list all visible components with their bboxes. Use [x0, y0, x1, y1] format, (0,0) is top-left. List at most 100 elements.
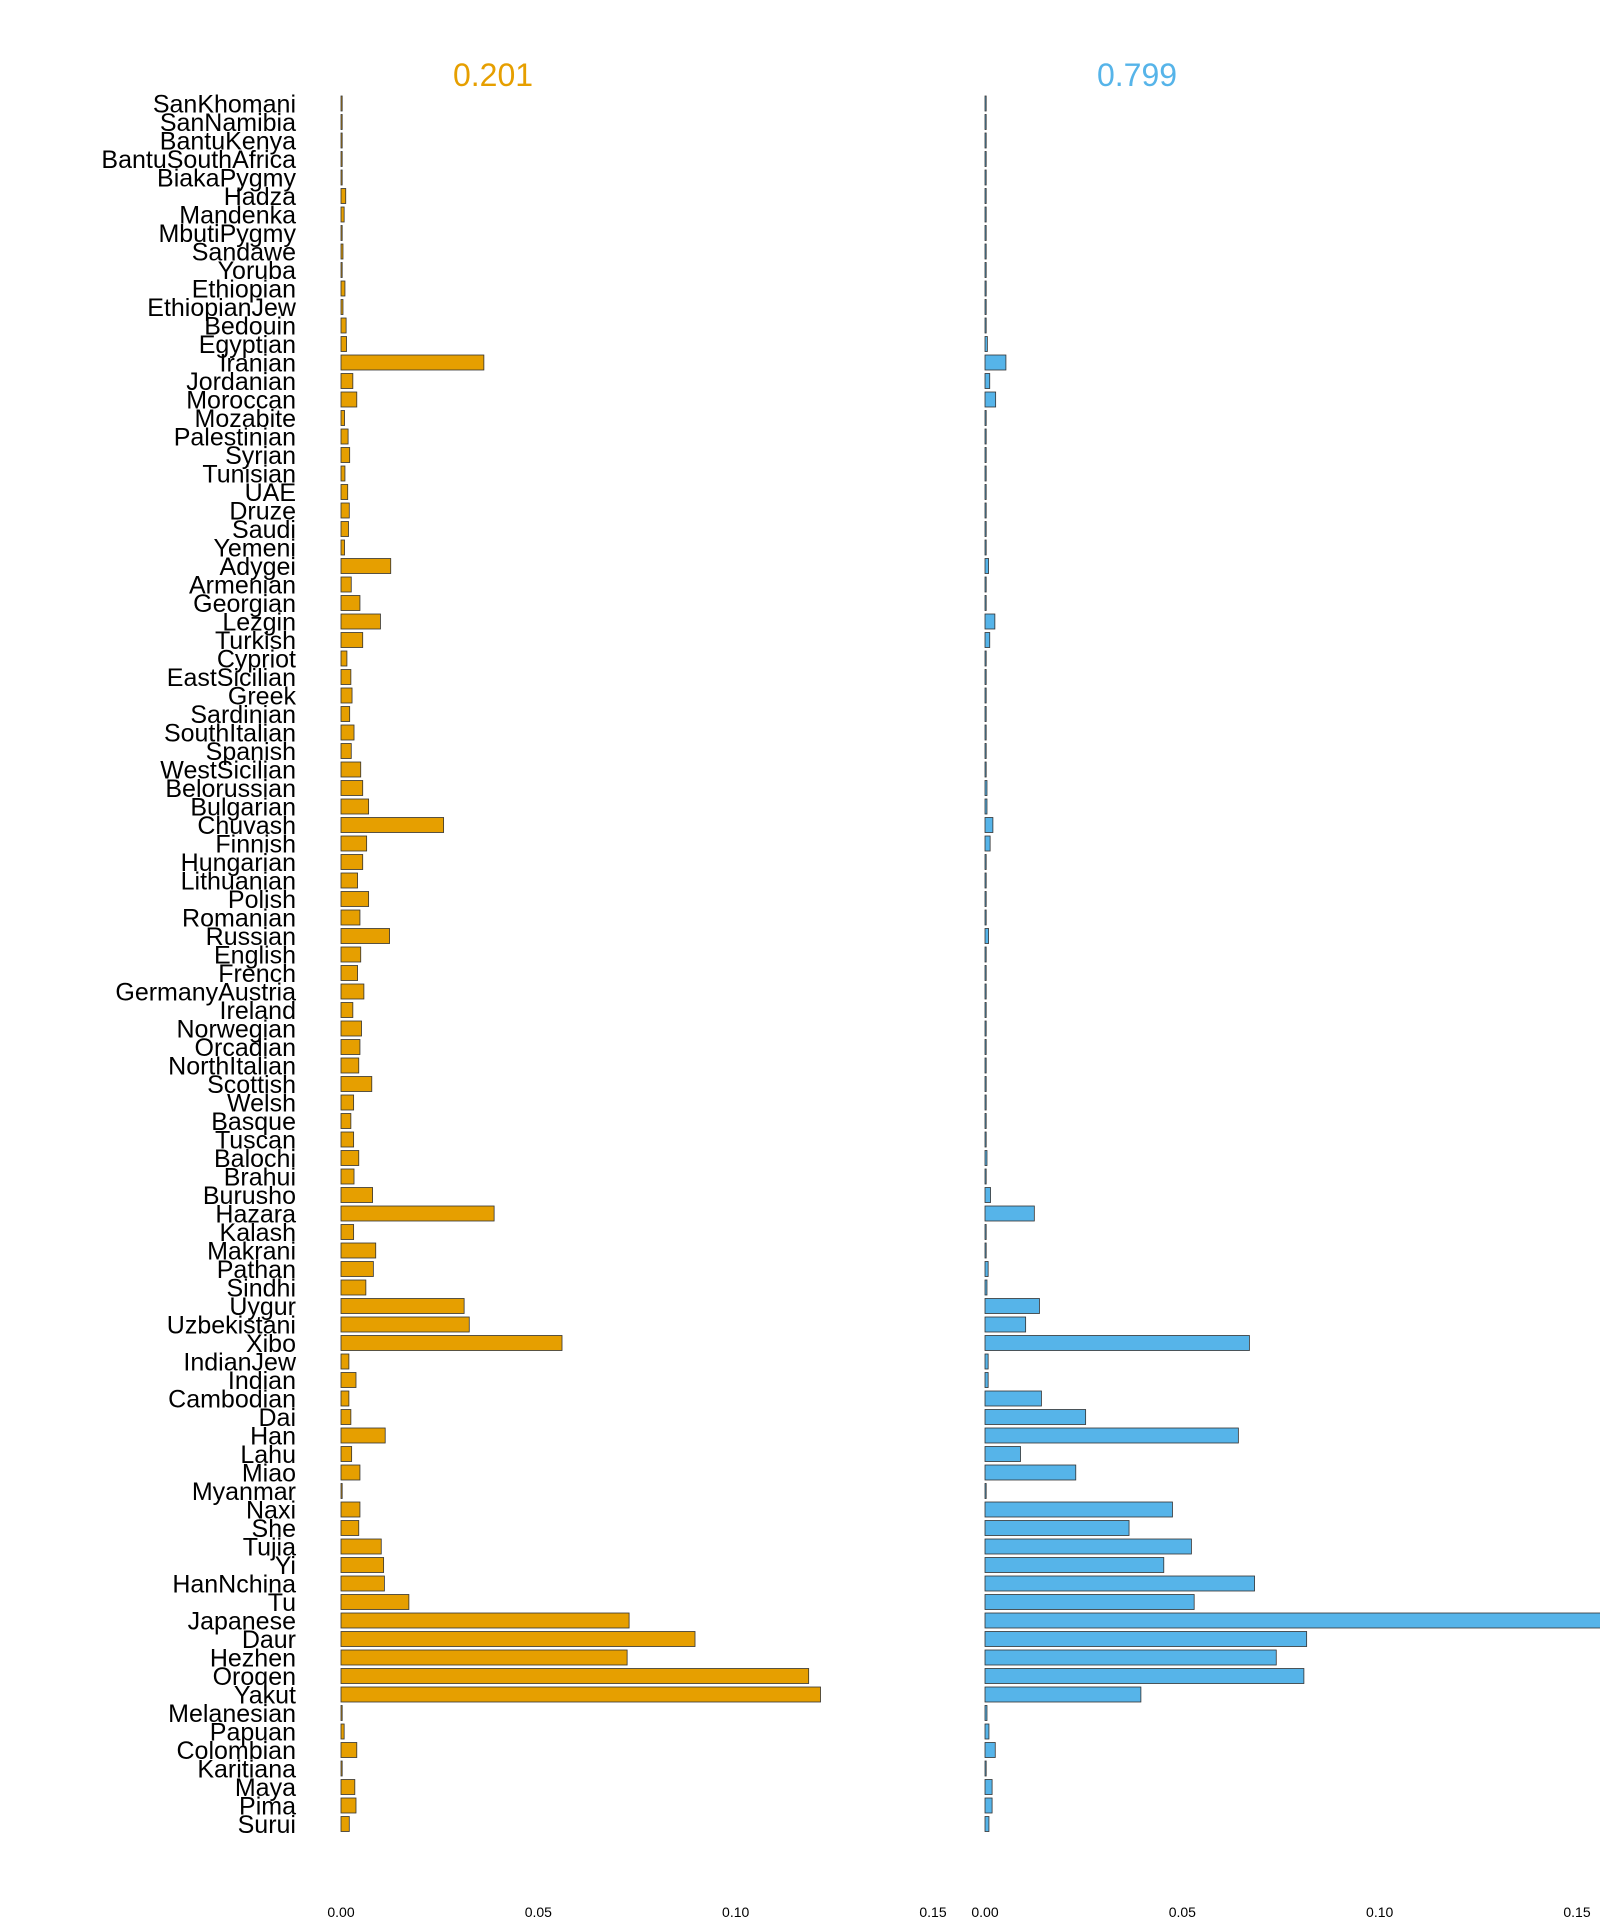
population-label: Maya — [235, 1774, 296, 1802]
bar — [340, 669, 352, 685]
bar — [340, 1723, 345, 1740]
population-label: Hungarian — [181, 849, 296, 877]
bar — [984, 410, 987, 426]
bar — [340, 484, 349, 500]
bar — [984, 1483, 987, 1499]
bar — [340, 1298, 465, 1314]
population-label: Armenian — [189, 572, 296, 600]
bar — [984, 280, 987, 297]
bar — [984, 706, 987, 722]
bar — [340, 1816, 350, 1832]
population-label: Cambodian — [168, 1386, 296, 1414]
bar — [340, 169, 343, 186]
bar — [340, 1483, 343, 1499]
bar — [984, 1279, 988, 1296]
population-label: Indian — [228, 1367, 296, 1395]
bar — [984, 1649, 1277, 1666]
bar — [340, 354, 485, 371]
population-label: SanKhomani — [153, 91, 296, 119]
population-label: Brahui — [224, 1164, 296, 1192]
population-label: Norwegian — [176, 1016, 296, 1044]
population-label: Russian — [206, 923, 296, 951]
population-label: Spanish — [206, 738, 296, 766]
bar — [984, 669, 987, 685]
bar — [340, 817, 445, 833]
bar — [340, 1649, 628, 1666]
population-label: Surui — [238, 1811, 296, 1839]
bar — [340, 447, 351, 463]
bar — [340, 1705, 343, 1721]
population-label: She — [252, 1515, 296, 1543]
population-label: SanNamibia — [160, 109, 296, 137]
bar — [984, 373, 991, 389]
bar — [340, 1279, 367, 1296]
bar — [984, 743, 987, 759]
bar — [984, 965, 987, 981]
population-label: Saudi — [232, 516, 296, 544]
population-label: Colombian — [176, 1737, 296, 1765]
bar — [340, 872, 358, 889]
bar — [340, 1427, 386, 1444]
x-tick-label: 0.15 — [919, 1904, 946, 1920]
bar — [340, 1224, 355, 1240]
population-label: Makrani — [207, 1238, 296, 1266]
population-label: Jordanian — [186, 368, 296, 396]
population-label: Romanian — [182, 905, 296, 933]
population-label: Papuan — [210, 1719, 296, 1747]
bar — [984, 1668, 1305, 1684]
population-label: Myanmar — [192, 1478, 296, 1506]
bar — [984, 1612, 1600, 1629]
population-label: Pathan — [217, 1256, 296, 1284]
bar — [984, 780, 988, 796]
population-label: Turkish — [215, 627, 296, 655]
panel-title: 0.201 — [453, 57, 533, 93]
bar — [340, 1575, 385, 1592]
bar — [984, 447, 987, 463]
bar — [340, 299, 344, 315]
population-label: Hadza — [224, 183, 296, 211]
bar — [340, 1446, 353, 1462]
bar — [984, 1557, 1165, 1573]
population-label: Uzbekistani — [167, 1312, 296, 1340]
bar — [340, 650, 348, 667]
population-label: Ireland — [220, 997, 296, 1025]
bar — [340, 539, 345, 556]
bar — [984, 1335, 1250, 1351]
population-label: Basque — [211, 1108, 296, 1136]
population-label: Yemeni — [214, 535, 296, 563]
bar — [984, 1594, 1195, 1610]
bar — [984, 1631, 1308, 1647]
bar — [340, 965, 358, 981]
x-tick-label: 0.10 — [722, 1904, 749, 1920]
bar — [984, 1538, 1192, 1555]
population-label: Bulgarian — [190, 794, 296, 822]
bar — [340, 1057, 360, 1074]
bar — [340, 317, 347, 334]
bar — [340, 132, 343, 149]
bar — [984, 1390, 1042, 1407]
population-label: Hazara — [215, 1201, 296, 1229]
bar — [984, 1261, 989, 1277]
population-label: Lithuanian — [181, 868, 296, 896]
bar — [340, 946, 362, 963]
population-label: BiakaPygmy — [157, 165, 296, 193]
population-label: Bedouin — [204, 313, 296, 341]
bar — [984, 1686, 1142, 1703]
population-label: Daur — [242, 1626, 296, 1654]
bar — [984, 354, 1007, 371]
bar — [340, 854, 364, 870]
population-label: Dai — [258, 1404, 296, 1432]
population-label: Scottish — [207, 1071, 296, 1099]
bar — [984, 484, 987, 500]
bar — [984, 595, 987, 611]
population-label: Mandenka — [179, 202, 296, 230]
population-label: Yoruba — [218, 257, 296, 285]
population-label: MbutiPygmy — [158, 220, 296, 248]
x-tick-label: 0.05 — [525, 1904, 552, 1920]
bar — [340, 1686, 821, 1703]
population-label: Adygei — [220, 553, 296, 581]
bar — [340, 1409, 352, 1425]
bar — [984, 1002, 987, 1018]
bar — [984, 632, 991, 648]
